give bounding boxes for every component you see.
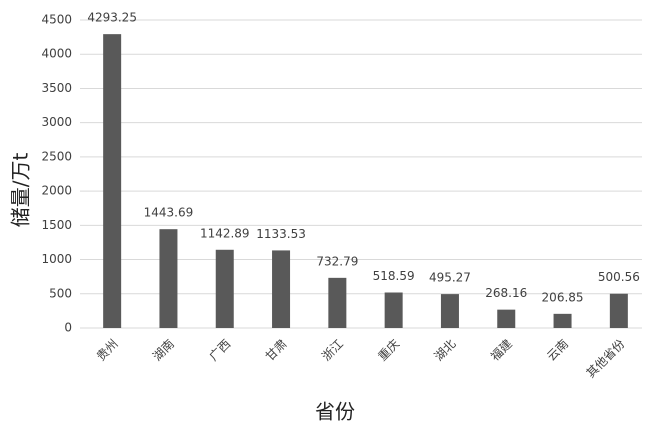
x-tick-label: 重庆 [375, 337, 402, 364]
value-label: 1142.89 [200, 226, 250, 240]
bar [440, 294, 459, 328]
value-label: 206.85 [542, 290, 584, 304]
x-tick-label: 浙江 [319, 337, 346, 364]
value-label: 4293.25 [87, 11, 137, 25]
bar [103, 34, 122, 329]
y-tick-label: 4000 [41, 47, 72, 61]
y-tick-label: 1000 [41, 252, 72, 266]
y-tick-label: 3500 [41, 81, 72, 95]
value-label: 500.56 [598, 270, 640, 284]
bar [497, 309, 516, 328]
value-label: 732.79 [316, 254, 358, 268]
value-label: 268.16 [485, 286, 527, 300]
bar [328, 277, 347, 328]
bar [215, 249, 234, 328]
y-tick-label: 500 [49, 286, 72, 300]
y-tick-label: 2000 [41, 184, 72, 198]
bar [609, 293, 628, 328]
bar [272, 250, 291, 328]
y-axis-label: 储量/万t [9, 153, 33, 228]
y-tick-label: 0 [64, 321, 72, 335]
x-tick-label: 其他省份 [584, 337, 628, 381]
y-tick-label: 2500 [41, 149, 72, 163]
x-tick-label: 广西 [206, 337, 233, 364]
value-label: 1133.53 [256, 227, 306, 241]
x-tick-label: 贵州 [94, 337, 121, 364]
y-tick-label: 3000 [41, 115, 72, 129]
value-label: 1443.69 [144, 206, 194, 220]
value-label: 495.27 [429, 271, 471, 285]
bar [159, 229, 178, 328]
bar [553, 313, 572, 328]
x-tick-label: 云南 [544, 336, 572, 364]
x-tick-label: 福建 [487, 336, 515, 364]
x-tick-label: 湖北 [431, 336, 459, 364]
y-tick-label: 4500 [41, 13, 72, 27]
x-tick-label: 湖南 [149, 336, 177, 364]
x-tick-label: 甘肃 [263, 337, 290, 364]
y-tick-label: 1500 [41, 218, 72, 232]
x-axis-label: 省份 [315, 400, 355, 424]
bar [384, 292, 403, 328]
value-label: 518.59 [373, 269, 415, 283]
